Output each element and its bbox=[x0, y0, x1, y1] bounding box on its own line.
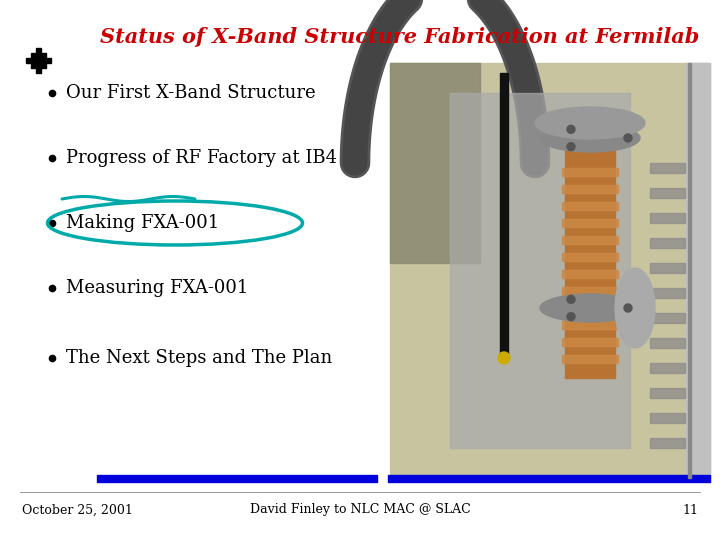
Bar bbox=[562, 270, 618, 278]
Circle shape bbox=[624, 304, 632, 312]
Text: Making FXA-001: Making FXA-001 bbox=[66, 214, 220, 232]
Text: 11: 11 bbox=[682, 503, 698, 516]
Bar bbox=[562, 304, 618, 312]
Text: Status of X-Band Structure Fabrication at Fermilab: Status of X-Band Structure Fabrication a… bbox=[100, 27, 699, 47]
Bar bbox=[35, 68, 40, 72]
Text: Measuring FXA-001: Measuring FXA-001 bbox=[66, 279, 248, 297]
Bar bbox=[562, 202, 618, 210]
Circle shape bbox=[498, 352, 510, 364]
Bar bbox=[25, 57, 30, 63]
Text: The Next Steps and The Plan: The Next Steps and The Plan bbox=[66, 349, 332, 367]
Bar bbox=[390, 63, 480, 263]
Bar bbox=[565, 138, 615, 378]
Bar bbox=[688, 63, 691, 478]
Bar bbox=[562, 338, 618, 346]
Bar bbox=[35, 63, 40, 68]
Bar bbox=[40, 63, 45, 68]
Bar bbox=[562, 355, 618, 363]
Bar bbox=[650, 288, 685, 298]
Bar bbox=[30, 52, 35, 57]
Bar bbox=[562, 253, 618, 261]
Ellipse shape bbox=[540, 294, 640, 322]
Bar bbox=[562, 168, 618, 176]
Text: Our First X-Band Structure: Our First X-Band Structure bbox=[66, 84, 315, 102]
Bar bbox=[650, 338, 685, 348]
Bar bbox=[562, 219, 618, 227]
Bar bbox=[562, 287, 618, 295]
Bar bbox=[650, 413, 685, 423]
Bar bbox=[40, 52, 45, 57]
Bar bbox=[650, 238, 685, 248]
Bar bbox=[450, 93, 630, 448]
Bar bbox=[35, 52, 40, 57]
Ellipse shape bbox=[615, 268, 655, 348]
Bar bbox=[650, 163, 685, 173]
Bar bbox=[30, 57, 35, 63]
Bar bbox=[35, 57, 40, 63]
Bar bbox=[388, 475, 710, 482]
Bar bbox=[650, 213, 685, 223]
Bar bbox=[97, 475, 377, 482]
Text: October 25, 2001: October 25, 2001 bbox=[22, 503, 133, 516]
Bar bbox=[650, 363, 685, 373]
Bar bbox=[562, 321, 618, 329]
Bar bbox=[390, 63, 710, 478]
Circle shape bbox=[624, 134, 632, 142]
Ellipse shape bbox=[535, 107, 645, 139]
Circle shape bbox=[567, 313, 575, 321]
Bar bbox=[562, 185, 618, 193]
Circle shape bbox=[567, 143, 575, 151]
Circle shape bbox=[567, 125, 575, 133]
Bar bbox=[30, 63, 35, 68]
Bar bbox=[650, 388, 685, 398]
Bar bbox=[40, 57, 45, 63]
Bar bbox=[500, 73, 508, 358]
Bar bbox=[650, 313, 685, 323]
Circle shape bbox=[567, 295, 575, 303]
Bar bbox=[562, 236, 618, 244]
Bar bbox=[650, 263, 685, 273]
Ellipse shape bbox=[540, 124, 640, 152]
Bar bbox=[35, 48, 40, 52]
Text: Progress of RF Factory at IB4: Progress of RF Factory at IB4 bbox=[66, 149, 337, 167]
Bar bbox=[45, 57, 50, 63]
Text: David Finley to NLC MAC @ SLAC: David Finley to NLC MAC @ SLAC bbox=[250, 503, 470, 516]
Bar bbox=[650, 438, 685, 448]
Bar bbox=[650, 188, 685, 198]
Bar bbox=[685, 63, 710, 478]
